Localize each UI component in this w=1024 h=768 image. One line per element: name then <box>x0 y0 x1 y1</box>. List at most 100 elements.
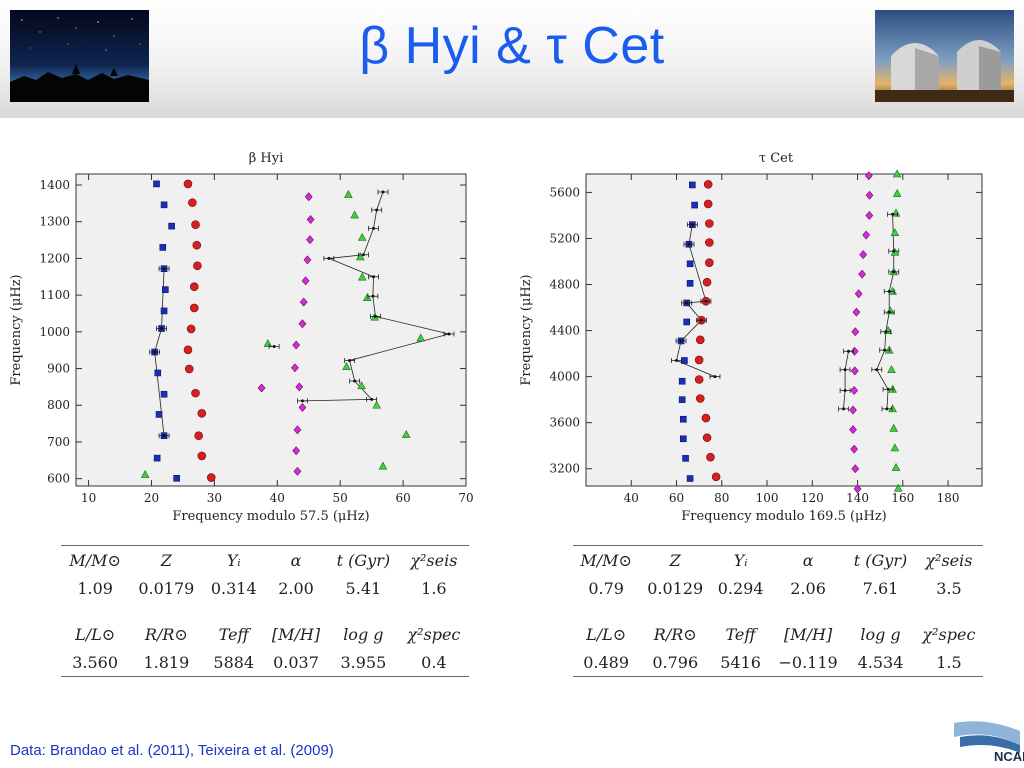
chart-title: β Hyi <box>249 151 284 166</box>
table-cell: [M/H] <box>271 624 321 644</box>
x-tick-label: 20 <box>144 491 159 505</box>
y-axis-label: Frequency (μHz) <box>9 274 24 385</box>
data-point-triangle <box>889 423 899 432</box>
data-point-star <box>381 190 385 194</box>
table-cell: 0.294 <box>717 578 764 598</box>
table-cell: α <box>264 545 328 574</box>
data-point-square <box>691 201 698 209</box>
data-point-circle <box>694 355 704 365</box>
data-point-star <box>375 208 379 212</box>
x-tick-label: 180 <box>937 491 960 505</box>
data-point-triangle <box>891 462 901 471</box>
ridge-line <box>154 268 165 436</box>
data-point-star <box>162 267 166 271</box>
data-point-diamond <box>850 346 859 356</box>
data-point-star <box>892 249 896 253</box>
y-tick-label: 5200 <box>549 231 580 245</box>
table-cell: 2.00 <box>278 578 314 598</box>
data-point-diamond <box>293 425 302 435</box>
data-point-square <box>686 280 694 287</box>
data-point-diamond <box>851 464 860 474</box>
table-cell: Yᵢ <box>711 545 771 574</box>
data-point-diamond <box>292 446 301 456</box>
data-point-circle <box>695 335 705 345</box>
data-point-triangle <box>357 272 367 281</box>
data-point-square <box>154 369 162 377</box>
data-point-triangle <box>888 404 897 413</box>
data-points <box>671 169 903 494</box>
data-point-diamond <box>304 192 313 202</box>
data-point-square <box>173 474 180 482</box>
data-point-square <box>678 396 686 403</box>
data-point-star <box>699 318 703 322</box>
x-tick-label: 140 <box>846 491 869 505</box>
data-point-diamond <box>849 405 857 415</box>
y-tick-label: 3600 <box>549 416 580 430</box>
y-tick-label: 3200 <box>549 462 580 476</box>
data-point-circle <box>197 409 207 418</box>
data-point-diamond <box>859 250 868 260</box>
table-cell: 1.5 <box>914 648 983 677</box>
table-header-row: L/L⊙ R/R⊙ Teff [M/H] log g χ²spec <box>573 620 983 648</box>
data-point-diamond <box>865 190 874 200</box>
data-point-triangle <box>892 188 902 197</box>
ncar-logo-text: NCAR <box>994 749 1024 764</box>
data-point-triangle <box>890 443 900 452</box>
table-cell: −0.119 <box>770 648 847 677</box>
data-point-diamond <box>858 269 866 279</box>
data-point-square <box>689 181 696 189</box>
data-point-circle <box>694 375 704 384</box>
ncar-logo <box>954 721 1020 753</box>
data-point-star <box>884 330 888 334</box>
data-point-diamond <box>292 340 301 350</box>
table-cell: 2.06 <box>790 578 826 598</box>
data-point-square <box>160 307 168 315</box>
x-tick-label: 80 <box>714 491 729 505</box>
table-spacer <box>573 602 983 620</box>
data-point-square <box>680 435 687 443</box>
data-point-circle <box>702 433 712 442</box>
table-cell: 7.61 <box>862 578 899 598</box>
data-point-circle <box>194 431 203 441</box>
ridge-line <box>843 351 849 409</box>
y-tick-label: 4800 <box>549 278 580 292</box>
data-point-diamond <box>299 297 308 307</box>
data-point-square <box>678 377 686 385</box>
table-cell: Z <box>639 545 712 574</box>
x-tick-label: 70 <box>458 491 473 505</box>
data-point-star <box>153 350 157 354</box>
data-point-circle <box>192 240 202 250</box>
table-spacer <box>61 602 469 620</box>
data-point-diamond <box>850 444 859 454</box>
data-point-star <box>371 294 375 298</box>
data-point-diamond <box>298 319 307 329</box>
table-cell: 3.955 <box>327 648 399 677</box>
plot-area <box>585 173 983 487</box>
table-cell: L/L⊙ <box>75 624 116 644</box>
data-point-square <box>159 244 167 251</box>
header-band <box>0 0 1024 118</box>
table-cell: 3.560 <box>61 648 130 677</box>
table-cell: 0.489 <box>573 648 640 677</box>
table-cell: M/M⊙ <box>573 545 640 574</box>
data-point-diamond <box>306 215 315 224</box>
data-point-triangle <box>263 338 273 347</box>
data-point-triangle <box>401 429 411 438</box>
data-point-triangle <box>342 362 351 371</box>
data-point-triangle <box>892 169 902 178</box>
data-point-diamond <box>850 385 859 395</box>
table-header-row: L/L⊙ R/R⊙ Teff [M/H] log g χ²spec <box>61 620 469 648</box>
data-point-circle <box>705 219 714 228</box>
table-cell: [M/H] <box>783 624 833 644</box>
data-point-star <box>373 314 377 318</box>
data-point-star <box>843 368 847 372</box>
beta-hyi-parameters-table: M/M⊙ Z Yᵢ α t (Gyr) χ²seis 1.09 0.0179 0… <box>61 545 469 677</box>
table-cell: Z <box>129 545 204 574</box>
data-point-diamond <box>293 466 302 476</box>
y-tick-label: 600 <box>47 472 70 486</box>
x-tick-label: 60 <box>395 491 410 505</box>
x-tick-label: 60 <box>669 491 684 505</box>
table-cell: Teff <box>725 624 756 644</box>
data-point-square <box>683 318 690 326</box>
y-tick-label: 1200 <box>39 251 70 265</box>
